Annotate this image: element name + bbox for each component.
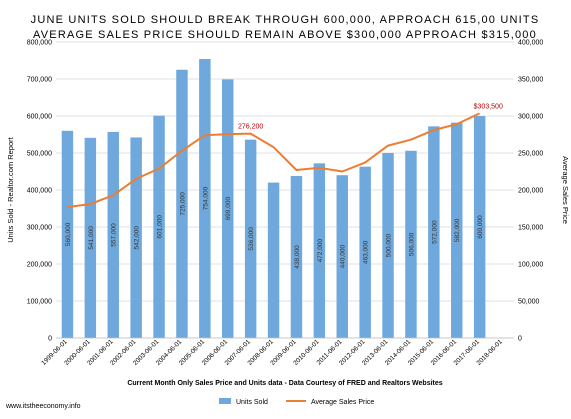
y-right-tick-label: 350,000 <box>518 77 543 84</box>
y-right-tick-label: 200,000 <box>518 188 543 195</box>
bar <box>222 79 234 339</box>
bar-data-label: 541,000 <box>88 226 95 250</box>
average-sales-price-line <box>67 112 481 208</box>
legend-label-average-sales-price: Average Sales Price <box>311 399 374 406</box>
chart-title-line-2: AVERAGE SALES PRICE SHOULD REMAIN ABOVE … <box>33 29 537 41</box>
bar-data-label: 601,000 <box>157 215 164 239</box>
y-left-tick-label: 800,000 <box>27 40 52 47</box>
bar-data-label: 463,000 <box>363 240 370 264</box>
y-left-tick-label: 500,000 <box>27 151 52 158</box>
y-left-tick-label: 700,000 <box>27 77 52 84</box>
bar-data-label: 582,000 <box>454 218 461 242</box>
grid-layer <box>56 41 514 339</box>
bar <box>451 122 463 338</box>
line-annotation: $303,500 <box>474 103 503 110</box>
bar-data-label: 725,000 <box>179 192 186 216</box>
source-note: www.itstheeconomy.info <box>5 403 81 410</box>
bar-data-label: 560,000 <box>65 222 72 246</box>
y-left-tick-label: 300,000 <box>27 225 52 232</box>
bar-data-label: 542,000 <box>134 226 141 250</box>
bar <box>176 69 188 338</box>
x-axis-title: Current Month Only Sales Price and Units… <box>127 380 442 387</box>
legend: Units Sold Average Sales Price <box>219 398 374 406</box>
bar <box>61 130 74 338</box>
y-right-tick-label: 250,000 <box>518 151 543 158</box>
y-left-tick-label: 100,000 <box>27 299 52 306</box>
bar-label-layer: 560,000 541,000 557,000 542,000 601,000 725,0… <box>65 186 484 268</box>
bar-data-label: 536,000 <box>248 227 255 251</box>
bar-data-label: 438,000 <box>294 245 301 269</box>
y-right-tick-label: 0 <box>518 336 522 343</box>
bar <box>244 139 257 338</box>
bar <box>382 153 394 338</box>
bar-data-label: 506,000 <box>408 232 415 256</box>
bar <box>359 166 371 338</box>
chart-title-line-1: JUNE UNITS SOLD SHOULD BREAK THROUGH 600… <box>31 14 540 26</box>
y-right-tick-label: 100,000 <box>518 262 543 269</box>
bar <box>130 137 142 338</box>
bar <box>84 137 97 338</box>
bar <box>153 115 165 338</box>
legend-label-units-sold: Units Sold <box>236 399 268 406</box>
bar <box>290 175 303 338</box>
bar <box>107 131 119 338</box>
y-right-tick-label: 300,000 <box>518 114 543 121</box>
y-right-tick-label: 400,000 <box>518 40 543 47</box>
y-right-tick-label: 150,000 <box>518 225 543 232</box>
y-axis-right-title: Average Sales Price <box>561 156 570 224</box>
y-right-tick-label: 50,000 <box>518 299 540 306</box>
bar <box>336 175 348 338</box>
bar-data-label: 500,000 <box>386 233 393 257</box>
bar-layer <box>61 59 486 339</box>
axis-layer: 0 0 100,000 50,000 200,000 100,000 300,000 150,… <box>27 40 544 367</box>
line-annotation: 276,200 <box>238 124 263 131</box>
bar <box>313 163 326 338</box>
bar <box>199 59 211 339</box>
y-axis-left-title: Units Sold - Realtor.com Report <box>6 136 15 242</box>
bar-data-label: 572,000 <box>431 220 438 244</box>
y-left-tick-label: 0 <box>48 336 52 343</box>
line-layer: 276,200 $303,500 <box>67 103 503 208</box>
bar-data-label: 600,000 <box>477 215 484 239</box>
chart-title: JUNE UNITS SOLD SHOULD BREAK THROUGH 600… <box>31 14 540 41</box>
bar <box>428 126 440 338</box>
y-left-tick-label: 200,000 <box>27 262 52 269</box>
y-left-tick-label: 600,000 <box>27 114 52 121</box>
y-left-tick-label: 400,000 <box>27 188 52 195</box>
bar <box>473 116 486 338</box>
bar-data-label: 754,000 <box>202 186 209 210</box>
bar-data-label: 699,000 <box>225 197 232 221</box>
bar <box>405 150 417 338</box>
legend-swatch-units-sold <box>219 398 231 404</box>
bar <box>267 182 280 338</box>
bar-data-label: 440,000 <box>340 244 347 268</box>
bar-data-label: 472,000 <box>317 239 324 263</box>
bar-data-label: 557,000 <box>111 223 118 247</box>
